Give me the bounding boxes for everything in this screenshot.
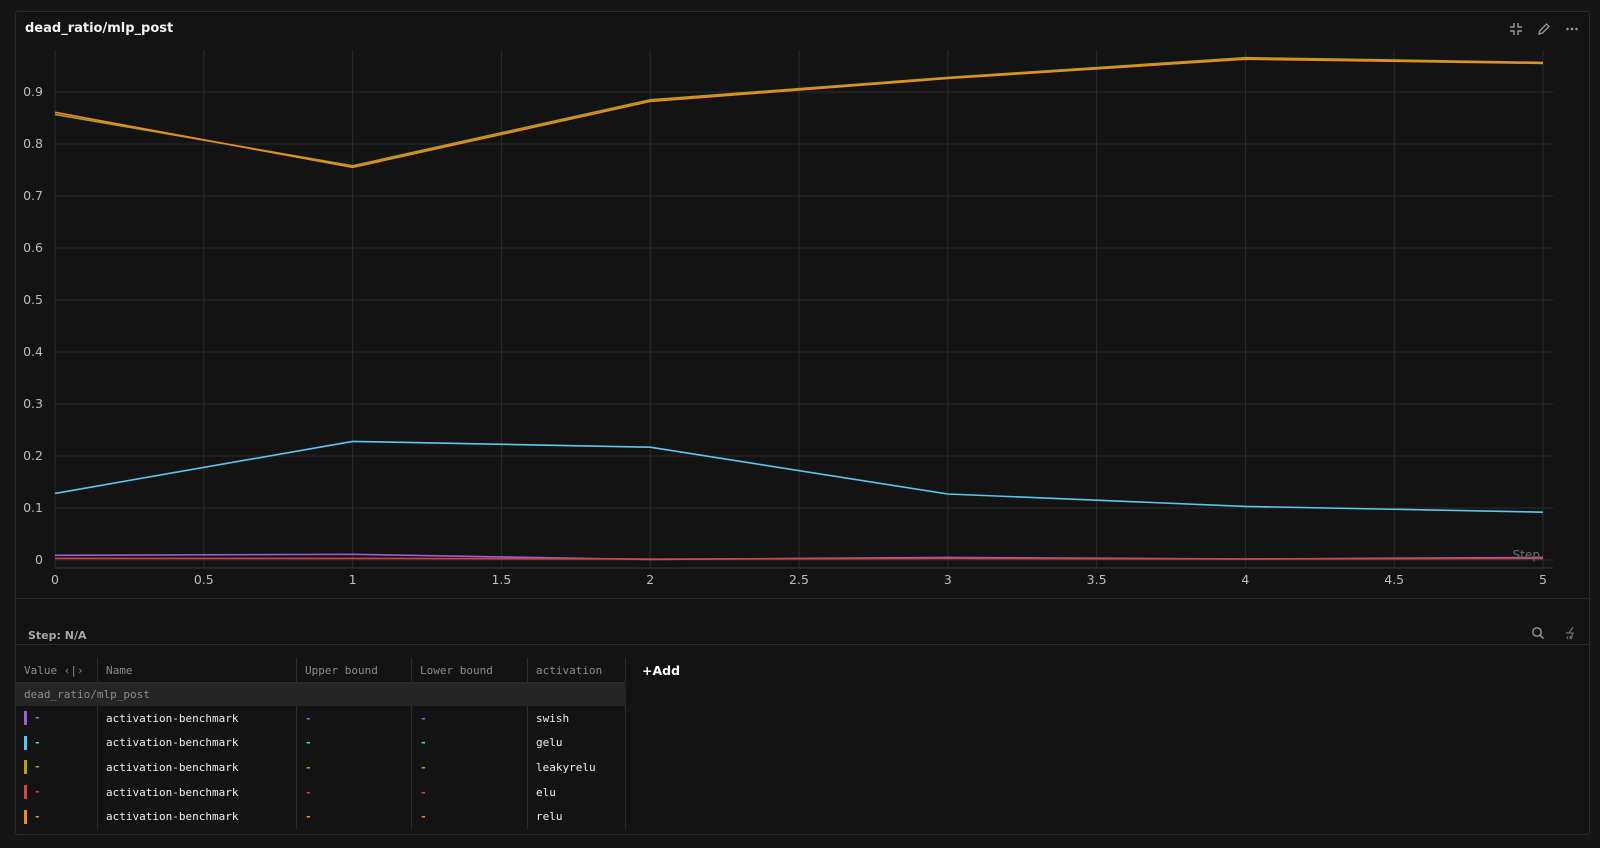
x-tick-label: 5 (1539, 572, 1547, 587)
run-name[interactable]: activation-benchmark (97, 706, 297, 731)
col-activation[interactable]: activation (527, 658, 626, 683)
table-row[interactable]: - activation-benchmark - - elu (16, 779, 680, 805)
lower-bound-cell: - (411, 755, 528, 780)
y-tick-label: 0.9 (23, 84, 43, 99)
value-text: - (34, 809, 41, 823)
y-axis-ticks: 0 0.1 0.2 0.3 0.4 0.5 0.6 0.7 0.8 0.9 (23, 84, 43, 567)
series-line-leakyrelu[interactable] (54, 56, 1544, 167)
value-cell: - (16, 706, 98, 731)
x-axis-ticks: 0 0.5 1 1.5 2 2.5 3 3.5 4 4.5 5 (51, 572, 1547, 587)
y-tick-label: 0.2 (23, 448, 43, 463)
sweep-icon[interactable] (1561, 624, 1579, 642)
run-name[interactable]: activation-benchmark (97, 730, 297, 756)
x-tick-label: 0 (51, 572, 59, 587)
y-tick-label: 0.1 (23, 500, 43, 515)
activation-cell: leakyrelu (527, 755, 626, 780)
value-text: - (34, 785, 41, 799)
value-text: - (34, 711, 41, 725)
col-name[interactable]: Name (97, 658, 297, 683)
chart-legend-divider (16, 598, 1589, 599)
lower-bound-cell: - (411, 706, 528, 731)
activation-cell: elu (527, 779, 626, 805)
y-tick-label: 0.4 (23, 344, 43, 359)
more-icon[interactable] (1561, 18, 1583, 40)
upper-bound-cell: - (296, 804, 412, 829)
legend-header-divider (16, 644, 1589, 645)
series-swatch (24, 809, 27, 824)
series-swatch (24, 785, 27, 800)
upper-bound-cell: - (296, 779, 412, 805)
line-chart[interactable]: 0 0.1 0.2 0.3 0.4 0.5 0.6 0.7 0.8 0.9 0 0.5 1 1.5 2 2.… (16, 12, 1589, 608)
x-tick-label: 3 (944, 572, 952, 587)
col-upper-bound[interactable]: Upper bound (296, 658, 412, 683)
search-icon[interactable] (1529, 624, 1547, 642)
run-name[interactable]: activation-benchmark (97, 755, 297, 780)
x-tick-label: 2 (646, 572, 654, 587)
col-value[interactable]: Value ‹|› (16, 658, 98, 683)
x-tick-label: 2.5 (789, 572, 809, 587)
x-tick-label: 0.5 (194, 572, 214, 587)
y-tick-label: 0 (35, 552, 43, 567)
chart-panel: 0 0.1 0.2 0.3 0.4 0.5 0.6 0.7 0.8 0.9 0 0.5 1 1.5 2 2.… (15, 11, 1590, 835)
runs-table: Value ‹|› Name Upper bound Lower bound a… (16, 658, 680, 829)
table-row[interactable]: - activation-benchmark - - leakyrelu (16, 755, 680, 780)
collapse-icon[interactable] (1505, 18, 1527, 40)
series-line-relu[interactable] (54, 58, 1544, 169)
group-row: dead_ratio/mlp_post (16, 682, 680, 706)
legend-tools (1529, 624, 1579, 642)
activation-cell: swish (527, 706, 626, 731)
run-name[interactable]: activation-benchmark (97, 779, 297, 805)
table-header: Value ‹|› Name Upper bound Lower bound a… (16, 658, 680, 683)
value-cell: - (16, 730, 98, 756)
run-name[interactable]: activation-benchmark (97, 804, 297, 829)
series-swatch (24, 760, 27, 775)
value-text: - (34, 735, 41, 749)
add-column-button[interactable]: +Add (642, 662, 681, 678)
panel-title: dead_ratio/mlp_post (25, 21, 174, 36)
y-tick-label: 0.3 (23, 396, 43, 411)
x-tick-label: 4.5 (1384, 572, 1404, 587)
series-swatch (24, 735, 27, 750)
x-tick-label: 4 (1241, 572, 1249, 587)
col-lower-bound[interactable]: Lower bound (411, 658, 528, 683)
series-line-elu[interactable] (55, 557, 1544, 560)
table-row[interactable]: - activation-benchmark - - gelu (16, 730, 680, 756)
step-indicator: Step: N/A (28, 629, 87, 642)
lower-bound-cell: - (411, 804, 528, 829)
edit-icon[interactable] (1533, 18, 1555, 40)
value-cell: - (16, 755, 98, 780)
y-tick-label: 0.6 (23, 240, 43, 255)
value-cell: - (16, 779, 98, 805)
value-cell: - (16, 804, 98, 829)
activation-cell: gelu (527, 730, 626, 756)
series-swatch (24, 711, 27, 726)
y-tick-label: 0.5 (23, 292, 43, 307)
upper-bound-cell: - (296, 706, 412, 731)
panel-actions (1505, 18, 1583, 40)
series-line-gelu[interactable] (54, 440, 1544, 513)
x-tick-label: 3.5 (1087, 572, 1107, 587)
x-tick-label: 1 (349, 572, 357, 587)
lower-bound-cell: - (411, 730, 528, 756)
y-tick-label: 0.8 (23, 136, 43, 151)
value-text: - (34, 760, 41, 774)
series-lines (54, 56, 1544, 561)
group-label: dead_ratio/mlp_post (16, 682, 626, 706)
grid (54, 50, 1553, 569)
x-axis-label: Step (1513, 548, 1540, 562)
table-row[interactable]: - activation-benchmark - - relu (16, 804, 680, 829)
activation-cell: relu (527, 804, 626, 829)
lower-bound-cell: - (411, 779, 528, 805)
upper-bound-cell: - (296, 730, 412, 756)
x-tick-label: 1.5 (491, 572, 511, 587)
table-row[interactable]: - activation-benchmark - - swish (16, 706, 680, 731)
upper-bound-cell: - (296, 755, 412, 780)
y-tick-label: 0.7 (23, 188, 43, 203)
